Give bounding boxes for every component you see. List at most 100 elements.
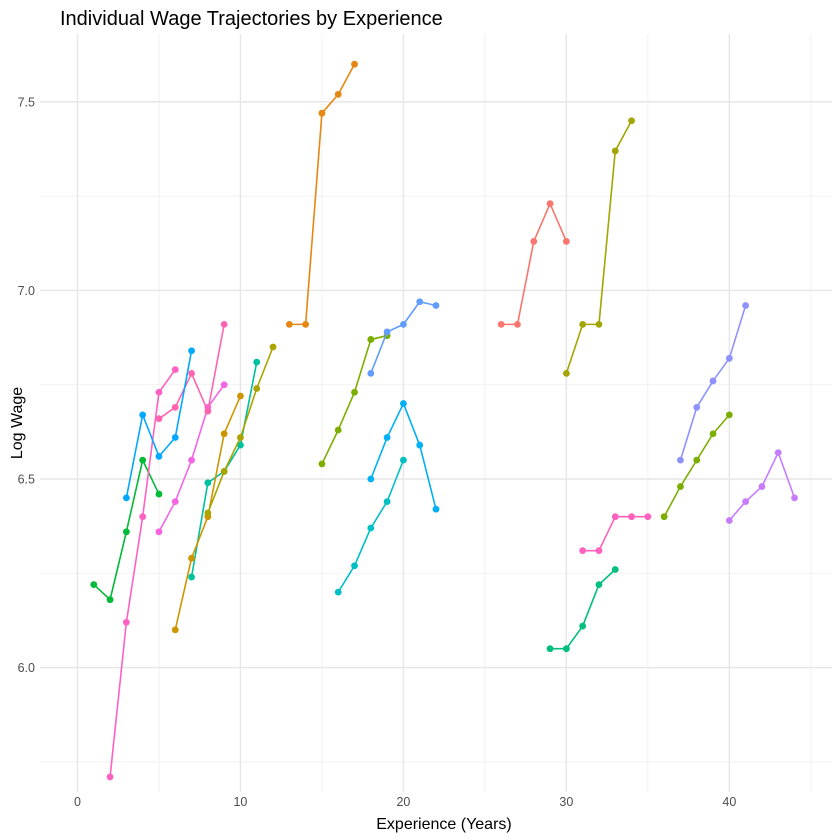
data-point [416,441,424,449]
data-point [611,513,619,521]
data-point [742,498,750,506]
data-point [220,430,228,438]
data-point [269,343,277,351]
data-point [318,460,326,468]
data-point [725,411,733,419]
series-20 [725,449,798,524]
data-point [546,200,554,208]
data-point [237,441,244,449]
data-point [220,381,228,389]
x-tick-label: 30 [559,795,573,809]
series-18 [579,513,652,555]
data-point [188,456,195,464]
y-tick-label: 7.0 [18,284,35,298]
y-axis-tick-labels: 6.0 6.5 7.0 7.5 [18,95,35,675]
data-point [155,415,163,423]
data-point [693,403,701,411]
data-point [595,320,603,328]
data-point [400,320,407,328]
data-point [237,392,244,400]
data-point [188,573,195,581]
data-point [106,773,114,781]
data-point [367,524,375,532]
data-point [432,505,440,513]
data-point [220,468,228,475]
data-point [334,90,342,98]
data-point [562,370,570,377]
series-19 [677,302,750,464]
y-tick-label: 7.5 [18,95,35,109]
data-point [742,302,750,309]
data-point [383,498,391,506]
x-tick-label: 20 [396,795,410,809]
series-12 [334,456,407,596]
data-point [171,403,179,411]
data-point [416,298,424,306]
y-tick-label: 6.5 [18,472,35,486]
y-axis-title: Log Wage [9,387,26,459]
data-point [188,347,195,355]
data-point [367,370,375,377]
series-7 [122,347,195,502]
x-tick-label: 0 [74,795,81,809]
data-point [530,238,538,245]
data-point [367,475,375,483]
series-16 [562,117,635,377]
data-point [139,456,147,464]
data-point [139,513,147,521]
series-layer [90,60,798,781]
data-point [725,517,733,524]
data-point [334,588,342,596]
data-point [90,581,98,588]
data-point [774,449,782,456]
data-point [220,320,228,328]
data-point [155,528,163,536]
data-point [204,479,212,487]
series-6 [106,366,179,781]
data-point [611,147,619,155]
data-point [155,452,163,460]
data-point [171,434,179,441]
data-point [383,328,391,336]
data-point [579,622,587,630]
data-point [351,388,358,396]
series-15 [497,200,570,328]
data-point [171,498,179,506]
data-point [302,320,310,328]
data-point [155,388,163,396]
series-9 [204,343,277,517]
data-point [188,554,195,562]
data-point [595,547,603,555]
data-point [351,60,358,68]
data-point [595,581,603,588]
data-point [562,238,570,245]
data-point [677,456,684,464]
series-1 [660,411,733,521]
x-axis-tick-labels: 0 10 20 30 40 [74,795,736,809]
data-point [122,618,130,626]
data-point [204,407,212,415]
data-point [285,320,293,328]
data-point [383,434,391,441]
data-point [122,494,130,502]
series-17 [546,566,619,653]
x-axis-title: Experience (Years) [376,816,511,833]
data-point [514,320,521,328]
data-point [237,434,244,441]
data-point [122,528,130,536]
data-point [253,385,261,392]
data-point [660,513,668,521]
data-point [791,494,798,502]
data-point [204,509,212,517]
data-point [758,483,766,490]
data-point [693,456,701,464]
data-point [725,354,733,362]
data-point [562,645,570,653]
data-point [432,302,440,309]
data-point [709,377,717,385]
data-point [400,456,407,464]
data-point [400,400,407,407]
data-point [579,547,587,555]
x-tick-label: 40 [722,795,736,809]
